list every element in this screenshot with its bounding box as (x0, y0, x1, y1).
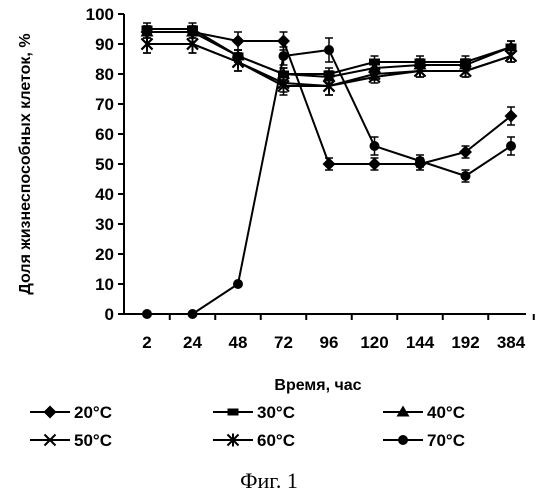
y-tick-label: 100 (86, 5, 114, 24)
figure-caption: Фиг. 1 (240, 468, 298, 493)
legend: 20°C 30°C 40°C 50°C 60°C 70°C (30, 403, 465, 450)
legend-label: 60°C (257, 431, 295, 450)
y-tick-label: 80 (95, 65, 114, 84)
data-point (461, 171, 471, 181)
data-point (233, 279, 243, 289)
y-tick-label: 70 (95, 95, 114, 114)
data-point (323, 158, 336, 171)
x-tick-label: 192 (451, 333, 479, 352)
y-tick-label: 30 (95, 215, 114, 234)
data-point (142, 309, 152, 319)
legend-item: 20°C (30, 403, 112, 422)
y-tick-label: 50 (95, 155, 114, 174)
legend-marker (228, 409, 239, 416)
y-tick-labels: 0 10 20 30 40 50 60 70 80 90 100 (86, 5, 124, 324)
data-point (232, 35, 245, 48)
legend-item: 30°C (213, 403, 295, 422)
data-point (277, 35, 290, 48)
legend-item: 40°C (383, 403, 465, 422)
legend-label: 70°C (427, 431, 465, 450)
y-tick-label: 0 (105, 305, 114, 324)
data-point (324, 45, 334, 55)
x-tick-label: 384 (497, 333, 526, 352)
data-point (188, 309, 198, 319)
legend-item: 50°C (30, 431, 112, 450)
legend-label: 30°C (257, 403, 295, 422)
legend-marker (44, 406, 57, 419)
x-tick-label: 24 (183, 333, 202, 352)
x-tick-label: 120 (360, 333, 388, 352)
legend-marker (398, 435, 408, 445)
legend-item: 70°C (383, 431, 465, 450)
data-point (370, 141, 380, 151)
legend-label: 50°C (74, 431, 112, 450)
x-tick-label: 96 (320, 333, 339, 352)
legend-label: 20°C (74, 403, 112, 422)
x-tick-label: 2 (142, 333, 151, 352)
x-tick-label: 144 (406, 333, 435, 352)
y-tick-label: 40 (95, 185, 114, 204)
y-tick-label: 60 (95, 125, 114, 144)
data-point (279, 51, 289, 61)
x-tick-label: 72 (274, 333, 293, 352)
legend-item: 60°C (213, 431, 295, 450)
x-tick-labels: 2 24 48 72 96 120 144 192 384 (142, 314, 533, 352)
data-point (506, 50, 517, 63)
series-group (141, 23, 518, 319)
data-point (415, 156, 425, 166)
x-axis-title: Время, час (274, 377, 361, 394)
y-tick-label: 20 (95, 245, 114, 264)
data-point (506, 141, 516, 151)
data-point (368, 158, 381, 171)
y-axis-title: Доля жизнеспособных клеток, % (17, 33, 34, 294)
y-tick-label: 90 (95, 35, 114, 54)
legend-label: 40°C (427, 403, 465, 422)
x-tick-label: 48 (229, 333, 248, 352)
y-tick-label: 10 (95, 275, 114, 294)
